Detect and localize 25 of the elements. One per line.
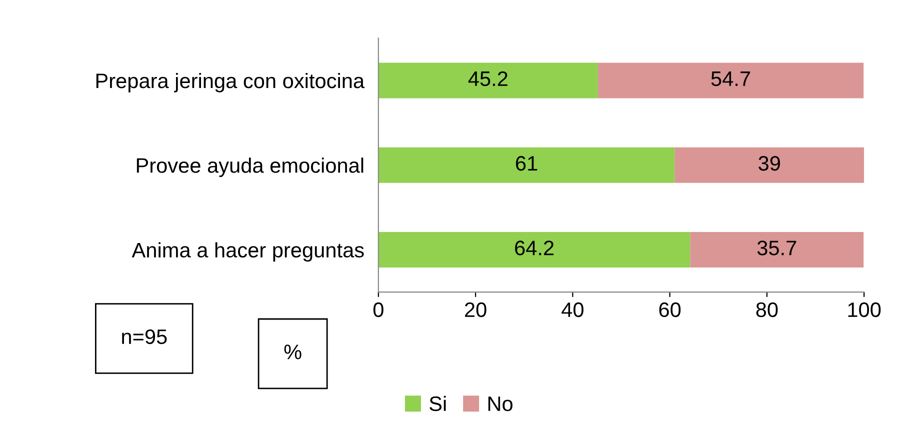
x-tick-label: 80	[756, 302, 778, 318]
bar	[690, 232, 864, 268]
data-label: 54.7	[711, 72, 750, 86]
bar	[674, 147, 864, 183]
bar	[378, 232, 690, 268]
bar	[378, 147, 675, 183]
data-label: 39	[758, 156, 780, 171]
y-tick-label: Anima a hacer preguntas	[132, 242, 364, 262]
data-label: 45.2	[468, 71, 508, 86]
text: %	[284, 344, 302, 360]
x-tick-label: 20	[465, 302, 486, 318]
data-label: 64.2	[515, 240, 554, 256]
x-tick-label: 60	[659, 302, 681, 318]
y-tick-label: Provee ayuda emocional	[136, 158, 364, 178]
bar	[598, 62, 864, 98]
data-label: 61	[516, 156, 538, 171]
x-tick-label: 100	[848, 302, 881, 318]
x-tick-label: 0	[373, 302, 384, 318]
y-tick-label: Prepara jeringa con oxitocina	[96, 72, 365, 92]
legend-label: Si	[430, 396, 446, 412]
legend-label: No	[488, 396, 512, 412]
text: n=95	[122, 329, 167, 344]
data-label: 35.7	[757, 240, 796, 256]
x-tick-label: 40	[562, 302, 584, 318]
bar	[378, 62, 598, 98]
